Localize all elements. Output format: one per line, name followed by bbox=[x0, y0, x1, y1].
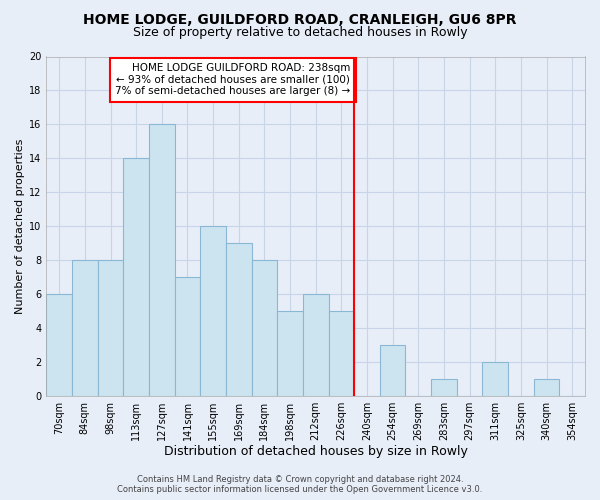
Bar bbox=[380, 345, 406, 396]
Text: HOME LODGE, GUILDFORD ROAD, CRANLEIGH, GU6 8PR: HOME LODGE, GUILDFORD ROAD, CRANLEIGH, G… bbox=[83, 12, 517, 26]
Text: HOME LODGE GUILDFORD ROAD: 238sqm
← 93% of detached houses are smaller (100)
7% : HOME LODGE GUILDFORD ROAD: 238sqm ← 93% … bbox=[115, 64, 350, 96]
Bar bbox=[149, 124, 175, 396]
Bar bbox=[72, 260, 98, 396]
Bar bbox=[124, 158, 149, 396]
X-axis label: Distribution of detached houses by size in Rowly: Distribution of detached houses by size … bbox=[164, 444, 467, 458]
Bar bbox=[303, 294, 329, 396]
Bar bbox=[175, 277, 200, 396]
Bar bbox=[200, 226, 226, 396]
Bar bbox=[431, 379, 457, 396]
Bar bbox=[534, 379, 559, 396]
Bar bbox=[329, 311, 354, 396]
Y-axis label: Number of detached properties: Number of detached properties bbox=[15, 138, 25, 314]
Text: Size of property relative to detached houses in Rowly: Size of property relative to detached ho… bbox=[133, 26, 467, 39]
Bar bbox=[46, 294, 72, 396]
Bar bbox=[98, 260, 124, 396]
Bar bbox=[226, 244, 251, 396]
Bar bbox=[277, 311, 303, 396]
Bar bbox=[482, 362, 508, 396]
Text: Contains HM Land Registry data © Crown copyright and database right 2024.
Contai: Contains HM Land Registry data © Crown c… bbox=[118, 474, 482, 494]
Bar bbox=[251, 260, 277, 396]
